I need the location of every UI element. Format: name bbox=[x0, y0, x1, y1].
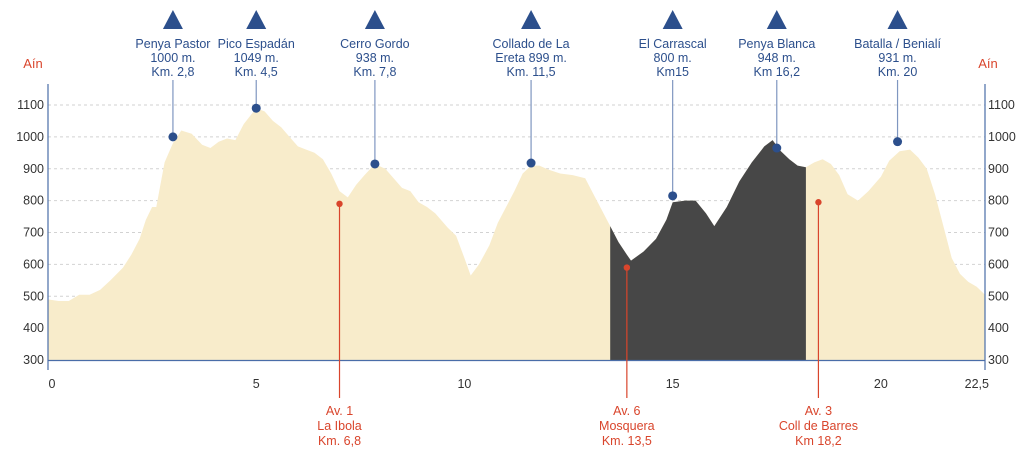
peak-label: Km. 2,8 bbox=[151, 65, 194, 79]
peak-label: Cerro Gordo bbox=[340, 37, 410, 51]
peak-label: Km 16,2 bbox=[753, 65, 800, 79]
mountain-icon bbox=[364, 10, 385, 29]
station-label: Av. 1 bbox=[326, 404, 353, 418]
station-label: La Ibola bbox=[317, 419, 362, 433]
station-label: Km 18,2 bbox=[795, 434, 842, 448]
x-tick-label: 0 bbox=[49, 377, 56, 391]
x-tick-label: 5 bbox=[253, 377, 260, 391]
peak-dot bbox=[772, 143, 782, 153]
y-tick-label-right: 1100 bbox=[988, 98, 1015, 112]
x-tick-label: 20 bbox=[874, 377, 888, 391]
y-tick-label-right: 800 bbox=[988, 194, 1009, 208]
y-tick-label-left: 400 bbox=[23, 321, 44, 335]
mountain-icon bbox=[887, 10, 908, 29]
peak-label: Penya Pastor bbox=[135, 37, 210, 51]
peak-label: Collado de La bbox=[492, 37, 569, 51]
station-label: Mosquera bbox=[599, 419, 655, 433]
y-axis-title-right: Aín bbox=[978, 56, 998, 71]
station-label: Av. 3 bbox=[805, 404, 832, 418]
y-tick-label-left: 800 bbox=[23, 194, 44, 208]
y-tick-label-right: 300 bbox=[988, 353, 1009, 367]
station-dot bbox=[336, 200, 343, 208]
peak-label: 948 m. bbox=[758, 51, 796, 65]
peak-label: Ereta 899 m. bbox=[495, 51, 567, 65]
mountain-icon bbox=[521, 10, 542, 29]
peak-dot bbox=[370, 159, 380, 169]
peak-label: 800 m. bbox=[654, 51, 692, 65]
x-tick-label: 22,5 bbox=[965, 377, 989, 391]
station-label: Av. 6 bbox=[613, 404, 640, 418]
y-tick-label-right: 700 bbox=[988, 226, 1009, 240]
y-tick-label-right: 1000 bbox=[988, 130, 1016, 144]
peak-dot bbox=[168, 132, 178, 142]
y-tick-label-left: 1100 bbox=[17, 98, 44, 112]
elevation-area bbox=[48, 108, 985, 360]
axes bbox=[47, 84, 986, 370]
peak-label: 1049 m. bbox=[234, 51, 279, 65]
y-tick-labels: 300 300 400 400 500 500 600 600 700 700 800 800 900 9… bbox=[16, 98, 1016, 367]
peak-label: Km. 20 bbox=[878, 65, 918, 79]
y-tick-label-right: 500 bbox=[988, 289, 1009, 303]
x-tick-labels: 0 5 10 15 20 22,5 bbox=[49, 377, 990, 391]
peak-dot bbox=[251, 103, 261, 113]
peak-label: Km15 bbox=[656, 65, 689, 79]
peak-dot bbox=[526, 158, 536, 168]
peak-label: Km. 11,5 bbox=[507, 65, 556, 79]
y-tick-label-left: 600 bbox=[23, 257, 44, 271]
x-tick-label: 10 bbox=[457, 377, 471, 391]
peak-label: 1000 m. bbox=[150, 51, 195, 65]
peak-label: 931 m. bbox=[878, 51, 916, 65]
peak-label: Batalla / Benialí bbox=[854, 37, 941, 51]
mountain-icon bbox=[246, 10, 267, 29]
peak-label: El Carrascal bbox=[639, 37, 707, 51]
peak-label: Penya Blanca bbox=[738, 37, 815, 51]
mountain-icon bbox=[766, 10, 787, 29]
station-dot bbox=[623, 264, 631, 271]
peak-label: 938 m. bbox=[356, 51, 394, 65]
station-label: Km. 13,5 bbox=[602, 434, 652, 448]
x-tick-label: 15 bbox=[666, 377, 680, 391]
y-tick-label-left: 300 bbox=[23, 353, 44, 367]
peak-label: Km. 4,5 bbox=[235, 65, 278, 79]
station-label: Coll de Barres bbox=[779, 419, 858, 433]
peak-dot bbox=[668, 191, 678, 201]
mountain-icon bbox=[662, 10, 683, 29]
peak-dot bbox=[893, 137, 903, 147]
y-tick-label-right: 900 bbox=[988, 162, 1009, 176]
mountain-icon bbox=[162, 10, 183, 29]
y-axis-title-left: Aín bbox=[23, 56, 43, 71]
peak-label: Km. 7,8 bbox=[353, 65, 396, 79]
y-tick-label-right: 400 bbox=[988, 321, 1009, 335]
y-tick-label-left: 1000 bbox=[16, 130, 44, 144]
y-tick-label-left: 700 bbox=[23, 226, 44, 240]
y-tick-label-right: 600 bbox=[988, 257, 1009, 271]
y-tick-label-left: 900 bbox=[23, 162, 44, 176]
station-label: Km. 6,8 bbox=[318, 434, 361, 448]
y-tick-label-left: 500 bbox=[23, 289, 44, 303]
highlight-section bbox=[610, 140, 806, 360]
peak-label: Pico Espadán bbox=[218, 37, 295, 51]
station-dot bbox=[815, 199, 822, 206]
